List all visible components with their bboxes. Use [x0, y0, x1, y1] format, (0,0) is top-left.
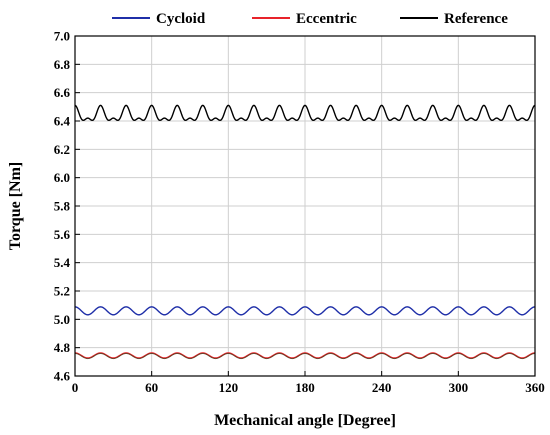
y-tick-label: 6.2: [54, 142, 70, 157]
y-tick-label: 4.6: [54, 369, 71, 384]
series-line-eccentric-shadow: [74, 352, 536, 360]
y-tick-label: 6.4: [54, 114, 71, 129]
series-line-reference: [74, 104, 536, 122]
legend-label-cycloid: Cycloid: [156, 11, 206, 27]
x-tick-label: 60: [145, 380, 158, 395]
y-tick-label: 5.8: [54, 199, 71, 214]
y-tick-label: 5.4: [54, 255, 71, 270]
x-tick-label: 0: [72, 380, 79, 395]
x-axis-title: Mechanical angle [Degree]: [214, 412, 396, 429]
y-tick-label: 6.6: [54, 85, 71, 100]
y-tick-label: 4.8: [54, 340, 71, 355]
series-line-eccentric: [74, 352, 536, 359]
x-tick-label: 240: [372, 380, 392, 395]
series-line-cycloid: [74, 306, 536, 316]
legend-label-eccentric: Eccentric: [296, 11, 357, 27]
y-axis-title: Torque [Nm]: [7, 162, 24, 250]
series-lines: [74, 104, 536, 360]
y-tick-label: 6.8: [54, 57, 71, 72]
grid: [74, 35, 536, 377]
x-tick-label: 120: [219, 380, 239, 395]
y-axis-ticks: 4.6 4.8 5.0 5.2 5.4 5.6 5.8 6.0 6.2 6.4 6.6 6.8 7.0: [54, 29, 80, 384]
x-tick-label: 180: [295, 380, 315, 395]
legend: Cycloid Eccentric Reference: [112, 11, 508, 27]
y-tick-label: 5.2: [54, 284, 70, 299]
y-tick-label: 5.0: [54, 312, 70, 327]
x-axis-ticks: 0 60 120 180 240 300 360: [72, 371, 545, 395]
y-tick-label: 5.6: [54, 227, 71, 242]
x-tick-label: 360: [525, 380, 545, 395]
y-tick-label: 7.0: [54, 29, 70, 44]
x-tick-label: 300: [449, 380, 469, 395]
legend-label-reference: Reference: [444, 11, 508, 27]
y-tick-label: 6.0: [54, 170, 70, 185]
